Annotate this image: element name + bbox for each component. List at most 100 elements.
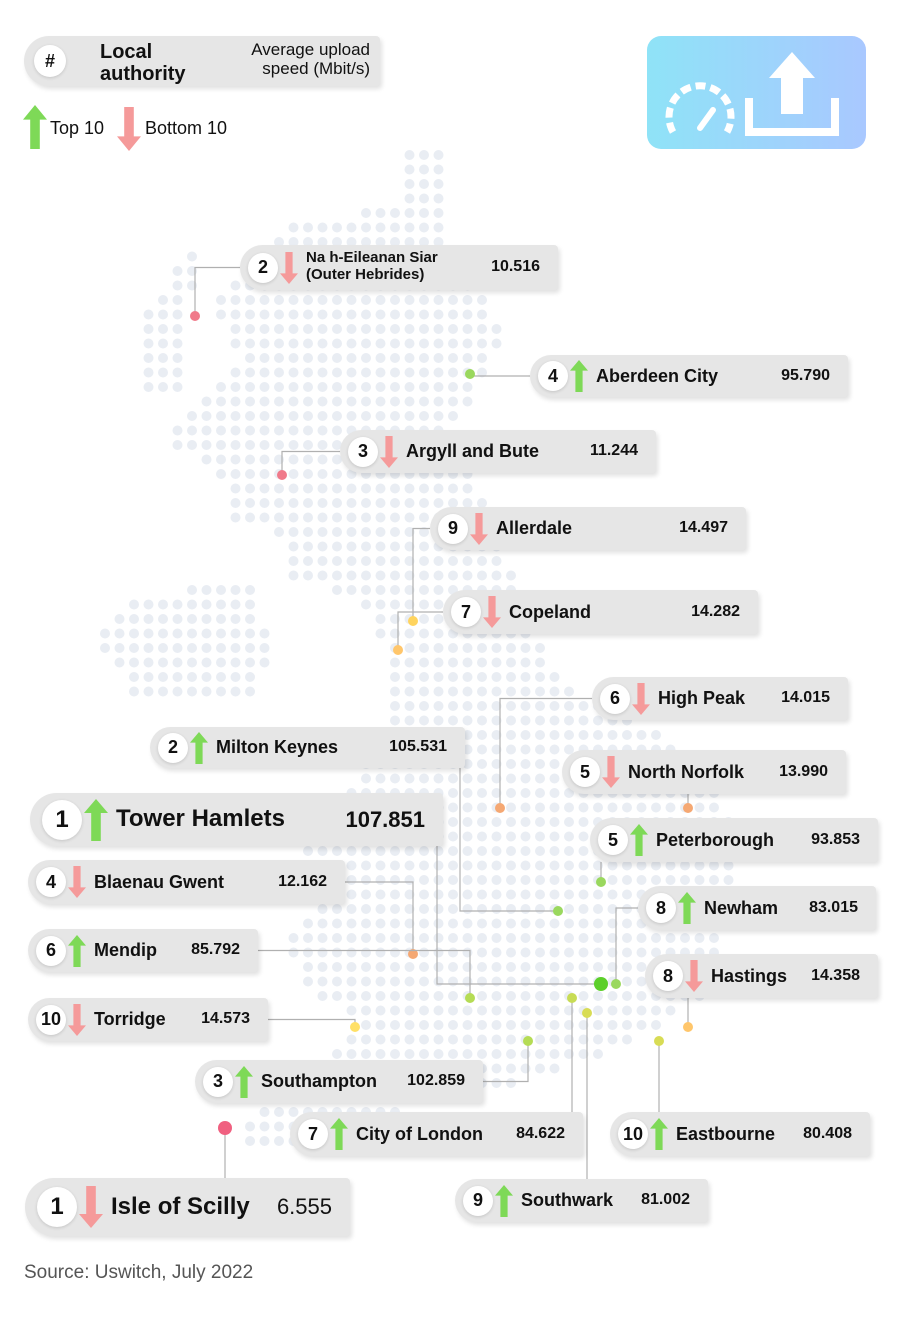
map-dot [158, 382, 168, 392]
map-dot [303, 933, 313, 943]
map-dot [303, 512, 313, 523]
map-dot [332, 904, 342, 914]
entry-arrow [678, 892, 696, 924]
map-dot [549, 1049, 560, 1059]
map-dot [332, 425, 342, 436]
map-dot [404, 715, 415, 726]
map-dot [549, 1005, 560, 1016]
map-dot [419, 411, 429, 421]
map-dot [477, 846, 487, 856]
map-dot [201, 425, 212, 436]
map-dot [694, 802, 705, 813]
map-dot [462, 1049, 473, 1059]
map-dot [317, 541, 328, 552]
map-dot [506, 860, 516, 871]
map-dot [346, 947, 357, 958]
entry-rank: 6 [36, 935, 66, 966]
entry-rank: 5 [598, 825, 628, 855]
map-dot [578, 889, 589, 900]
map-dot [390, 933, 400, 943]
map-dot [332, 498, 342, 508]
map-dot [259, 483, 270, 494]
map-dot [143, 643, 154, 653]
map-dot [230, 338, 241, 349]
entry-arrow [235, 1065, 253, 1098]
map-dot [303, 396, 313, 407]
map-dot [477, 324, 487, 334]
map-dot [288, 483, 299, 494]
map-dot [462, 802, 473, 813]
map-dot [245, 614, 255, 624]
map-dot [477, 657, 487, 668]
map-dot [317, 918, 328, 929]
map-dot [709, 802, 719, 813]
entry-arrow-shape [68, 934, 86, 967]
map-dot [607, 933, 618, 943]
map-dot [390, 237, 400, 247]
map-dot [419, 512, 429, 523]
map-dot [506, 788, 516, 798]
map-dot [158, 295, 168, 305]
map-dot [288, 469, 299, 479]
map-dot [404, 918, 415, 929]
map-dot [491, 831, 502, 842]
map-dot [274, 382, 284, 392]
map-dot [332, 846, 342, 856]
map-dot [506, 875, 516, 885]
entry-box: 5 Peterborough 93.853 [590, 818, 878, 862]
map-dot [332, 527, 342, 537]
entry-box: 5 North Norfolk 13.990 [562, 750, 846, 794]
map-dot [375, 498, 386, 508]
location-point [393, 645, 403, 655]
map-dot [216, 469, 226, 479]
map-dot [520, 846, 531, 856]
map-dot [636, 947, 647, 958]
map-dot [462, 396, 473, 407]
entry-box: 9 Southwark 81.002 [455, 1179, 708, 1222]
map-dot [404, 527, 415, 537]
map-dot [317, 527, 328, 537]
map-dot [593, 1049, 603, 1059]
entry-name: Mendip [94, 940, 157, 961]
map-dot [288, 396, 299, 407]
map-dot [448, 483, 458, 494]
map-dot [694, 875, 705, 885]
map-dot [274, 353, 284, 363]
map-dot [259, 1136, 270, 1146]
map-dot [462, 875, 473, 885]
entry-name: Milton Keynes [216, 737, 339, 758]
map-dot [303, 947, 313, 958]
map-dot [332, 367, 342, 378]
map-dot [230, 628, 241, 639]
map-dot [187, 672, 197, 682]
map-dot [317, 512, 328, 523]
location-point [611, 979, 621, 989]
entry-speed: 81.002 [641, 1191, 690, 1209]
map-dot [129, 643, 139, 653]
map-dot [332, 918, 342, 929]
map-dot [332, 454, 342, 465]
map-dot [230, 295, 241, 305]
map-dot [491, 338, 502, 349]
map-dot [549, 817, 560, 827]
map-dot [390, 715, 400, 726]
map-dot [433, 309, 444, 320]
map-dot [390, 846, 400, 856]
map-dot [361, 483, 371, 494]
map-dot [317, 237, 328, 247]
entry-speed: 13.990 [779, 762, 828, 780]
entry-arrow-shape [330, 1118, 348, 1150]
map-dot [535, 846, 545, 856]
map-dot [361, 237, 371, 247]
map-dot [158, 614, 168, 624]
map-dot [680, 875, 690, 885]
map-dot [419, 860, 429, 871]
location-point [408, 949, 418, 959]
map-dot [419, 585, 429, 595]
map-dot [230, 585, 241, 595]
map-dot [506, 831, 516, 842]
map-dot [274, 483, 284, 494]
map-dot [462, 846, 473, 856]
map-dot [564, 933, 574, 943]
map-dot [375, 222, 386, 233]
